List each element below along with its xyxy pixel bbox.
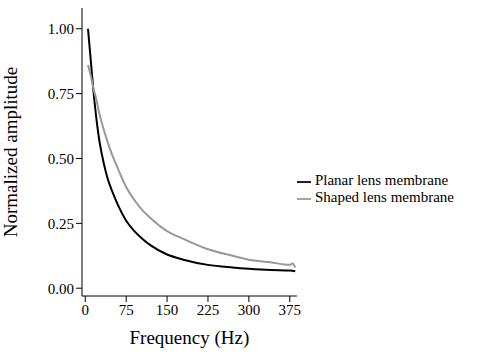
svg-text:225: 225 [197, 302, 220, 318]
html-text:Planar lens membrane: Planar lens membrane [314, 172, 449, 188]
svg-text:375: 375 [279, 302, 302, 318]
svg-text:0: 0 [82, 302, 90, 318]
svg-text:0.00: 0.00 [48, 281, 74, 297]
svg-text:0.75: 0.75 [48, 86, 74, 102]
svg-text:Normalized amplitude: Normalized amplitude [0, 67, 21, 237]
svg-text:1.00: 1.00 [48, 21, 74, 37]
svg-text:75: 75 [119, 302, 134, 318]
svg-text:Frequency (Hz): Frequency (Hz) [130, 327, 250, 349]
svg-text:0.25: 0.25 [48, 216, 74, 232]
svg-text:300: 300 [238, 302, 261, 318]
svg-text:0.50: 0.50 [48, 151, 74, 167]
svg-text:150: 150 [156, 302, 179, 318]
html-text:Shaped lens membrane: Shaped lens membrane [314, 189, 454, 205]
